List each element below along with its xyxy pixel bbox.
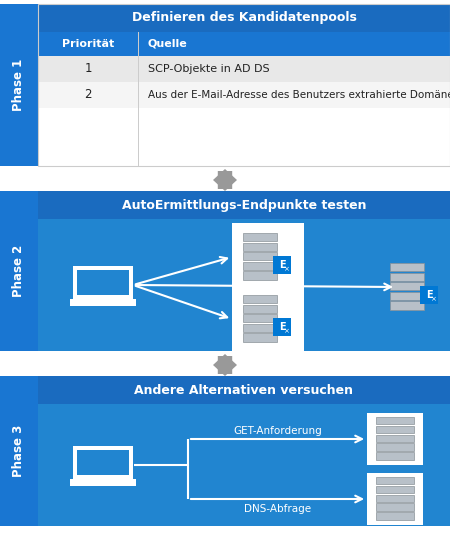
Polygon shape xyxy=(213,354,237,374)
Bar xyxy=(38,376,450,526)
Bar xyxy=(376,477,414,485)
Bar xyxy=(138,32,139,166)
Text: ×: × xyxy=(283,328,289,334)
Text: E: E xyxy=(279,322,285,332)
Bar xyxy=(38,82,450,108)
Bar xyxy=(38,32,450,166)
Bar xyxy=(376,512,414,520)
Bar xyxy=(38,376,450,404)
Text: Definieren des Kandidatenpools: Definieren des Kandidatenpools xyxy=(131,12,356,25)
Bar xyxy=(420,286,438,304)
Bar xyxy=(367,473,423,525)
Bar xyxy=(0,376,38,526)
Bar xyxy=(243,324,277,332)
Bar xyxy=(38,32,450,56)
Text: Aus der E-Mail-Adresse des Benutzers extrahierte Domäne: Aus der E-Mail-Adresse des Benutzers ext… xyxy=(148,90,450,100)
Text: GET-Anforderung: GET-Anforderung xyxy=(233,426,322,436)
Bar xyxy=(38,4,450,32)
Bar xyxy=(73,266,133,299)
Bar xyxy=(38,56,450,82)
Bar xyxy=(390,292,424,300)
Bar xyxy=(70,478,136,486)
Text: Phase 3: Phase 3 xyxy=(13,425,26,477)
Text: 1: 1 xyxy=(84,63,92,75)
Polygon shape xyxy=(213,171,237,191)
Bar xyxy=(38,4,450,166)
Text: Andere Alternativen versuchen: Andere Alternativen versuchen xyxy=(135,383,354,397)
Bar xyxy=(376,426,414,433)
Bar xyxy=(376,486,414,493)
Text: 2: 2 xyxy=(84,89,92,102)
Bar xyxy=(95,483,111,486)
Polygon shape xyxy=(213,169,237,189)
Bar xyxy=(243,233,277,241)
Bar xyxy=(273,256,291,274)
Text: Phase 1: Phase 1 xyxy=(13,59,26,111)
Text: ×: × xyxy=(283,266,289,272)
Text: SCP-Objekte in AD DS: SCP-Objekte in AD DS xyxy=(148,64,270,74)
Bar xyxy=(243,262,277,270)
Bar xyxy=(243,295,277,303)
Text: DNS-Abfrage: DNS-Abfrage xyxy=(244,504,311,514)
Bar xyxy=(0,4,38,166)
Bar xyxy=(73,446,133,478)
Bar xyxy=(243,305,277,313)
Bar xyxy=(376,494,414,502)
Bar xyxy=(390,282,424,290)
Bar xyxy=(38,191,450,219)
Text: Quelle: Quelle xyxy=(148,39,188,49)
Bar xyxy=(390,301,424,310)
Bar xyxy=(0,191,38,351)
Bar xyxy=(38,191,450,351)
Bar xyxy=(243,252,277,260)
Bar xyxy=(243,243,277,251)
Bar xyxy=(376,434,414,442)
Polygon shape xyxy=(213,356,237,376)
Bar xyxy=(376,443,414,451)
Bar xyxy=(367,413,423,465)
Text: AutoErmittlungs-Endpunkte testen: AutoErmittlungs-Endpunkte testen xyxy=(122,199,366,212)
Bar xyxy=(232,223,304,291)
Bar xyxy=(376,452,414,460)
Bar xyxy=(77,449,129,475)
Bar xyxy=(390,263,424,271)
Text: Phase 2: Phase 2 xyxy=(13,245,26,297)
Bar xyxy=(243,314,277,322)
Bar xyxy=(77,270,129,294)
Bar xyxy=(243,271,277,279)
Bar xyxy=(273,318,291,336)
Bar xyxy=(95,304,111,306)
Bar xyxy=(70,299,136,306)
Bar xyxy=(243,333,277,342)
Text: Priorität: Priorität xyxy=(62,39,114,49)
Bar xyxy=(376,417,414,425)
Text: E: E xyxy=(426,290,432,300)
Bar xyxy=(376,503,414,511)
Bar xyxy=(390,273,424,280)
Text: E: E xyxy=(279,260,285,270)
Text: ×: × xyxy=(430,296,436,302)
Bar xyxy=(232,285,304,353)
